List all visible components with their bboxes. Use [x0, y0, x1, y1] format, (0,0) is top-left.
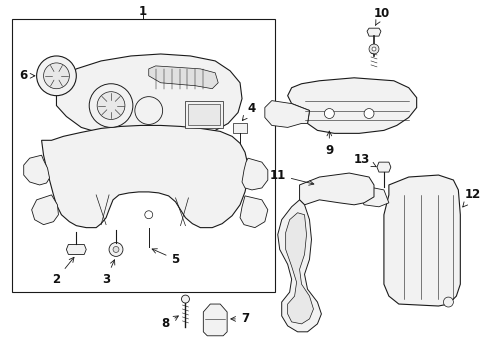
Text: 7: 7: [230, 312, 248, 325]
Polygon shape: [233, 123, 246, 133]
Polygon shape: [383, 175, 459, 306]
Polygon shape: [264, 100, 309, 127]
Polygon shape: [285, 213, 313, 324]
Circle shape: [97, 92, 124, 120]
Polygon shape: [203, 304, 226, 336]
Polygon shape: [287, 78, 416, 133]
Bar: [188, 104, 220, 125]
Text: 10: 10: [373, 7, 389, 25]
Text: 6: 6: [20, 69, 35, 82]
Bar: [185, 100, 223, 129]
Circle shape: [443, 297, 452, 307]
Polygon shape: [56, 54, 242, 137]
Circle shape: [135, 96, 163, 125]
Text: 11: 11: [269, 168, 313, 185]
Polygon shape: [24, 155, 49, 185]
Polygon shape: [299, 173, 373, 205]
Circle shape: [37, 56, 76, 96]
Text: 1: 1: [139, 5, 146, 18]
Circle shape: [144, 211, 152, 219]
Circle shape: [371, 47, 375, 51]
Text: 5: 5: [152, 249, 179, 266]
Text: 2: 2: [52, 257, 74, 286]
Text: 12: 12: [462, 188, 480, 207]
Text: 3: 3: [102, 260, 115, 286]
Polygon shape: [376, 162, 390, 172]
Text: 13: 13: [353, 153, 375, 167]
Circle shape: [181, 295, 189, 303]
Text: 4: 4: [242, 102, 256, 121]
Polygon shape: [277, 200, 321, 332]
Polygon shape: [66, 244, 86, 255]
Polygon shape: [148, 66, 218, 89]
Circle shape: [43, 63, 69, 89]
Polygon shape: [358, 187, 388, 207]
Polygon shape: [242, 158, 267, 190]
Circle shape: [89, 84, 133, 127]
Text: 9: 9: [325, 131, 333, 157]
Circle shape: [113, 247, 119, 252]
Polygon shape: [41, 125, 247, 228]
Circle shape: [109, 243, 122, 256]
Circle shape: [364, 109, 373, 118]
Circle shape: [324, 109, 334, 118]
Circle shape: [368, 44, 378, 54]
Polygon shape: [366, 28, 380, 36]
Polygon shape: [32, 195, 59, 225]
Polygon shape: [240, 196, 267, 228]
Text: 8: 8: [161, 316, 178, 330]
Bar: [12, 19, 274, 292]
